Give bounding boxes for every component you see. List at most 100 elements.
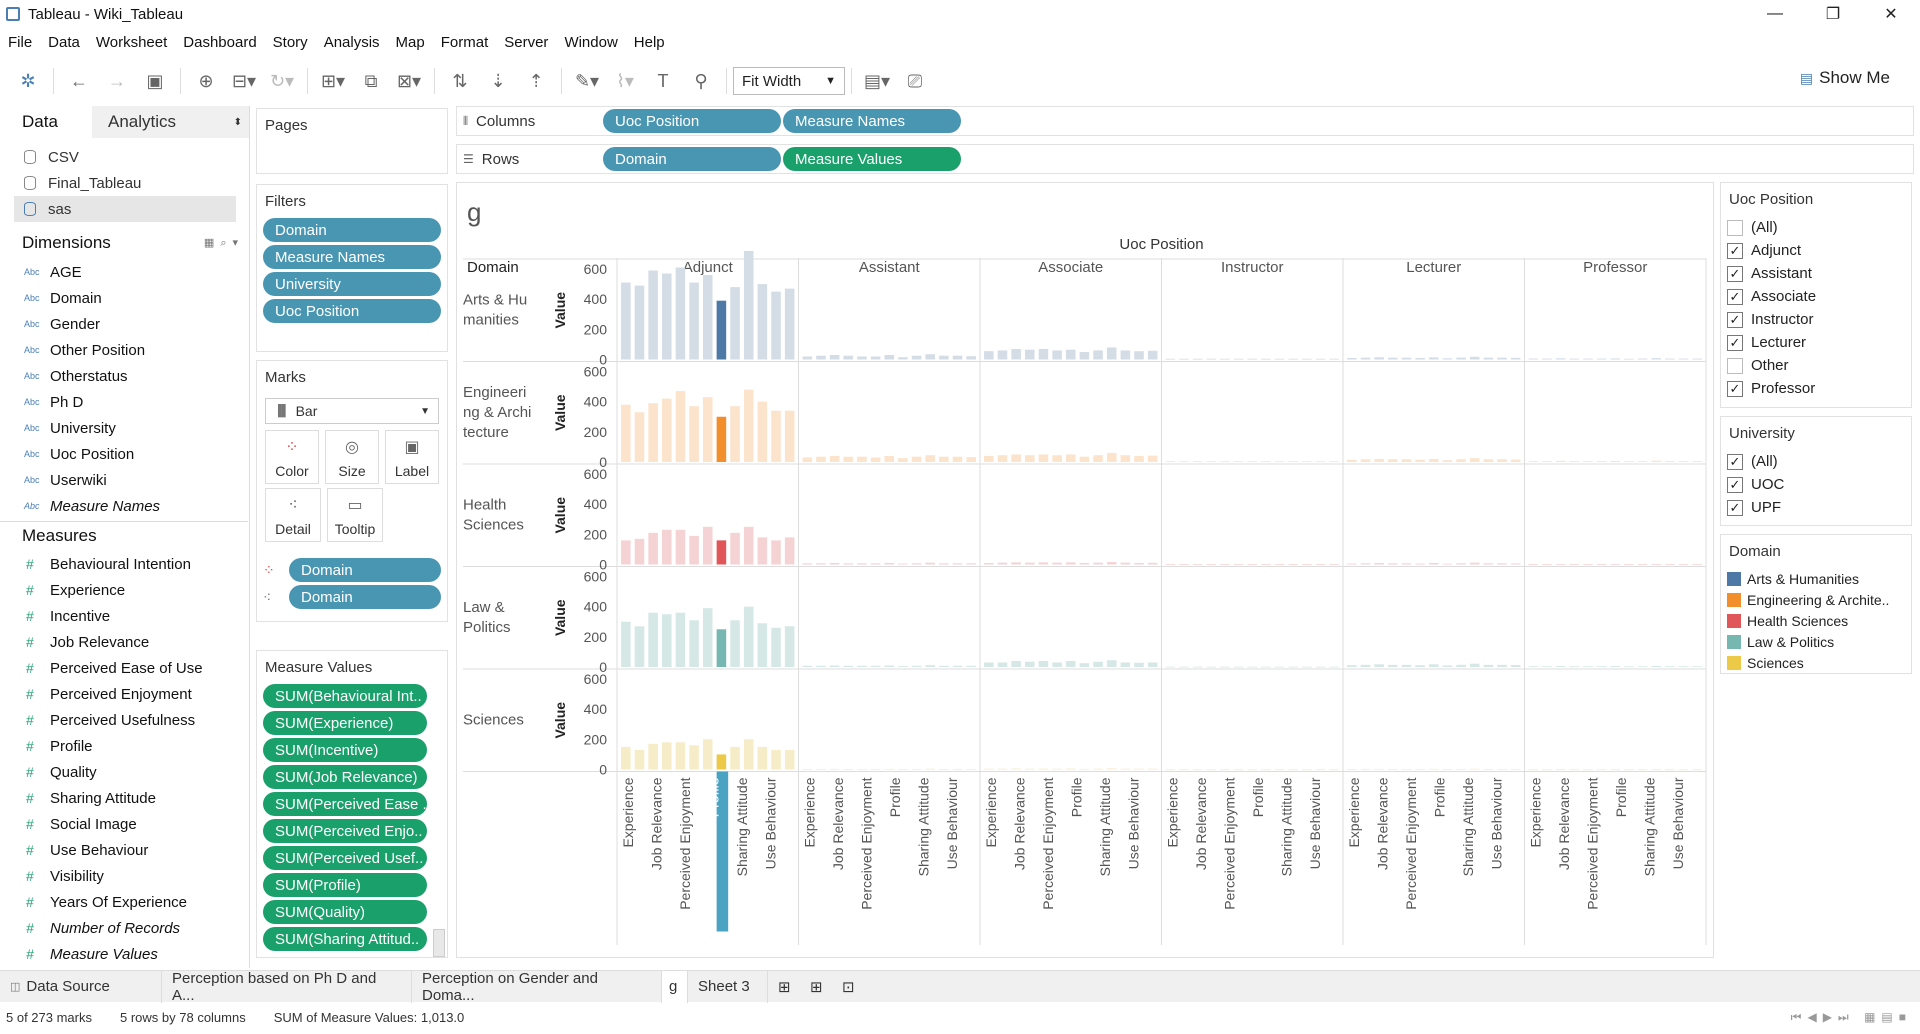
university-option[interactable]: ✓ (All) (1721, 450, 1911, 473)
menu-help[interactable]: Help (633, 33, 665, 51)
fit-dropdown[interactable]: Fit Width ▼ (733, 67, 845, 95)
field-social-image[interactable]: # Social Image (26, 815, 137, 833)
university-option[interactable]: ✓ UOC (1721, 473, 1911, 496)
bar[interactable] (829, 354, 840, 360)
columns-pill-measure-names[interactable]: Measure Names (783, 109, 961, 133)
bar[interactable] (1120, 662, 1131, 667)
bar[interactable] (1651, 564, 1661, 565)
bar[interactable] (757, 746, 768, 770)
bar[interactable] (898, 458, 908, 462)
data-source-item[interactable]: sas (14, 196, 236, 222)
bar[interactable] (1106, 347, 1117, 360)
bar[interactable] (1302, 666, 1312, 668)
bar[interactable] (1374, 768, 1384, 770)
bar[interactable] (662, 742, 672, 770)
uoc-position-option[interactable]: (All) (1721, 216, 1911, 239)
field-number-of-records[interactable]: # Number of Records (26, 919, 181, 937)
bar[interactable] (1220, 564, 1230, 565)
checkbox-unchecked-icon[interactable] (1727, 357, 1743, 374)
bar[interactable] (1065, 562, 1076, 565)
bar[interactable] (1065, 768, 1076, 770)
bar[interactable] (1528, 358, 1539, 360)
field-other-position[interactable]: Abc Other Position (24, 341, 146, 359)
menu-story[interactable]: Story (272, 33, 308, 51)
bar[interactable] (984, 455, 994, 462)
bar[interactable] (1388, 664, 1398, 667)
bar[interactable] (816, 355, 826, 360)
bar[interactable] (939, 563, 949, 565)
tab-data-source[interactable]: ◫ Data Source (0, 970, 162, 1003)
show-cards-icon[interactable]: ▤▾ (863, 70, 891, 91)
field-userwiki[interactable]: Abc Userwiki (24, 471, 107, 489)
field-quality[interactable]: # Quality (26, 763, 97, 781)
bar[interactable] (1415, 665, 1425, 667)
bar[interactable] (716, 540, 727, 565)
bar[interactable] (1442, 769, 1453, 770)
bar[interactable] (1274, 564, 1285, 565)
bar[interactable] (1401, 769, 1412, 770)
bar[interactable] (816, 665, 826, 667)
bar[interactable] (1247, 564, 1258, 565)
bar[interactable] (1360, 357, 1371, 360)
bar[interactable] (689, 745, 699, 770)
bar[interactable] (997, 562, 1008, 565)
filter-pill-measure-names[interactable]: Measure Names (263, 245, 441, 269)
bar[interactable] (1401, 664, 1412, 667)
uoc-position-option[interactable]: Other (1721, 354, 1911, 377)
bar[interactable] (1165, 358, 1176, 360)
bar[interactable] (843, 769, 854, 770)
bar[interactable] (884, 354, 895, 360)
bar[interactable] (939, 665, 949, 667)
bar[interactable] (1596, 666, 1607, 668)
bar[interactable] (757, 401, 768, 462)
bar[interactable] (1360, 459, 1371, 462)
bar[interactable] (1120, 768, 1131, 770)
bar[interactable] (925, 665, 935, 667)
bar[interactable] (1206, 769, 1217, 771)
bar[interactable] (1120, 562, 1131, 565)
bar[interactable] (857, 356, 867, 360)
bar[interactable] (730, 746, 740, 770)
bar[interactable] (1510, 665, 1521, 667)
checkbox-checked-icon[interactable]: ✓ (1727, 265, 1743, 282)
bar[interactable] (675, 267, 686, 360)
bar[interactable] (843, 355, 854, 360)
bar[interactable] (1274, 461, 1285, 463)
bar[interactable] (1678, 564, 1689, 565)
chart-svg[interactable]: g Uoc Position Domain Adjunct Assistant Assoc… (457, 183, 1713, 957)
bar[interactable] (1401, 357, 1412, 360)
bar[interactable] (939, 355, 949, 360)
bar[interactable] (1247, 358, 1258, 360)
bar[interactable] (1555, 460, 1566, 462)
bar[interactable] (1415, 459, 1425, 462)
bar[interactable] (1542, 666, 1552, 668)
bar[interactable] (1347, 459, 1357, 462)
bar[interactable] (1456, 664, 1466, 667)
bar[interactable] (689, 406, 699, 462)
menu-window[interactable]: Window (564, 33, 618, 51)
bar[interactable] (1120, 455, 1131, 462)
uoc-position-option[interactable]: ✓ Lecturer (1721, 331, 1911, 354)
bar[interactable] (1637, 769, 1648, 771)
bar[interactable] (1497, 664, 1507, 667)
bar[interactable] (689, 282, 699, 360)
bar[interactable] (634, 412, 645, 462)
bar[interactable] (1206, 564, 1217, 565)
bar[interactable] (1329, 666, 1339, 668)
domain-legend-item[interactable]: Arts & Humanities (1721, 568, 1911, 589)
field-visibility[interactable]: # Visibility (26, 867, 104, 885)
bar[interactable] (1442, 358, 1453, 360)
bar[interactable] (1624, 564, 1634, 565)
bar[interactable] (1038, 660, 1049, 667)
bar[interactable] (1428, 562, 1439, 565)
bar[interactable] (1261, 564, 1271, 565)
university-option[interactable]: ✓ UPF (1721, 496, 1911, 519)
bar[interactable] (1038, 348, 1049, 360)
bar[interactable] (621, 540, 631, 565)
bar[interactable] (1315, 461, 1326, 463)
bar[interactable] (939, 456, 949, 462)
field-measure-values[interactable]: # Measure Values (26, 945, 158, 963)
filter-pill-university[interactable]: University (263, 272, 441, 296)
checkbox-unchecked-icon[interactable] (1727, 219, 1743, 236)
menu-dashboard[interactable]: Dashboard (183, 33, 257, 51)
